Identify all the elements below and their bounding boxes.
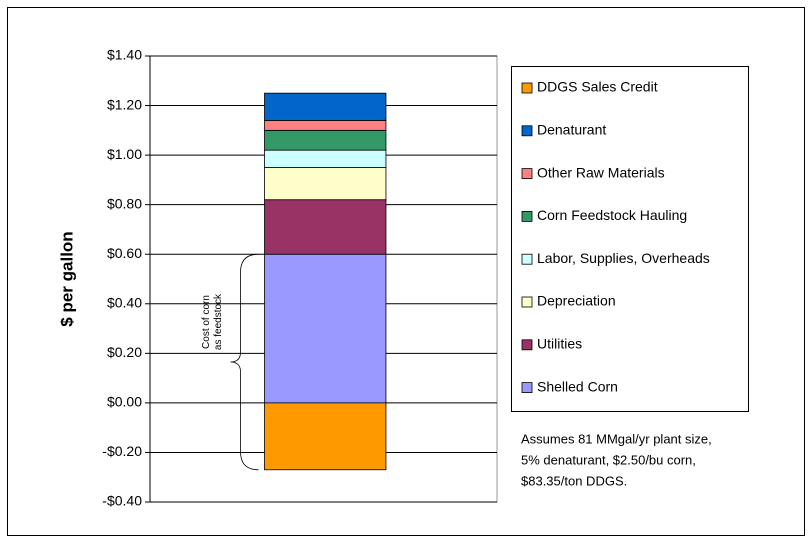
legend-swatch	[521, 210, 533, 222]
bar-segment	[264, 253, 387, 404]
legend-label: DDGS Sales Credit	[537, 79, 658, 95]
bar-segment	[264, 167, 387, 201]
legend-box	[511, 66, 749, 412]
bar-segment	[264, 402, 387, 471]
y-tick-label: $0.20	[107, 344, 142, 360]
annotation: Cost of corn	[201, 295, 212, 349]
y-tick-label: $0.40	[107, 294, 142, 310]
y-tick-label: $1.00	[107, 146, 142, 162]
legend-label: Other Raw Materials	[537, 164, 665, 180]
legend-label: Denaturant	[537, 122, 606, 138]
legend-label: Utilities	[537, 336, 582, 352]
legend-swatch	[521, 168, 533, 180]
legend-swatch	[521, 339, 533, 351]
bar-segment	[264, 120, 387, 131]
bar-segment	[264, 149, 387, 168]
legend-swatch	[521, 382, 533, 394]
legend-label: Corn Feedstock Hauling	[537, 207, 687, 223]
legend-swatch	[521, 125, 533, 137]
bar-segment	[264, 92, 387, 121]
y-tick-label: $1.20	[107, 96, 142, 112]
note: Assumes 81 MMgal/yr plant size,	[521, 431, 712, 446]
y-tick-label: $0.80	[107, 195, 142, 211]
legend-swatch	[521, 253, 533, 265]
legend-swatch	[521, 82, 533, 94]
brace	[230, 253, 259, 471]
annotation: as feedstock	[213, 293, 224, 350]
y-tick-label: -$0.40	[102, 493, 142, 509]
legend-label: Labor, Supplies, Overheads	[537, 250, 710, 266]
legend-swatch	[521, 296, 533, 308]
note: 5% denaturant, $2.50/bu corn,	[521, 452, 696, 467]
y-tick-label: $1.40	[107, 47, 142, 63]
bar-segment	[264, 129, 387, 151]
legend-label: Depreciation	[537, 293, 616, 309]
y-axis-label: $ per gallon	[57, 231, 76, 326]
y-tick-label: $0.60	[107, 245, 142, 261]
note: $83.35/ton DDGS.	[521, 473, 627, 488]
y-tick-label: $0.00	[107, 394, 142, 410]
bar-segment	[264, 199, 387, 255]
y-tick-label: -$0.20	[102, 443, 142, 459]
legend-label: Shelled Corn	[537, 378, 618, 394]
